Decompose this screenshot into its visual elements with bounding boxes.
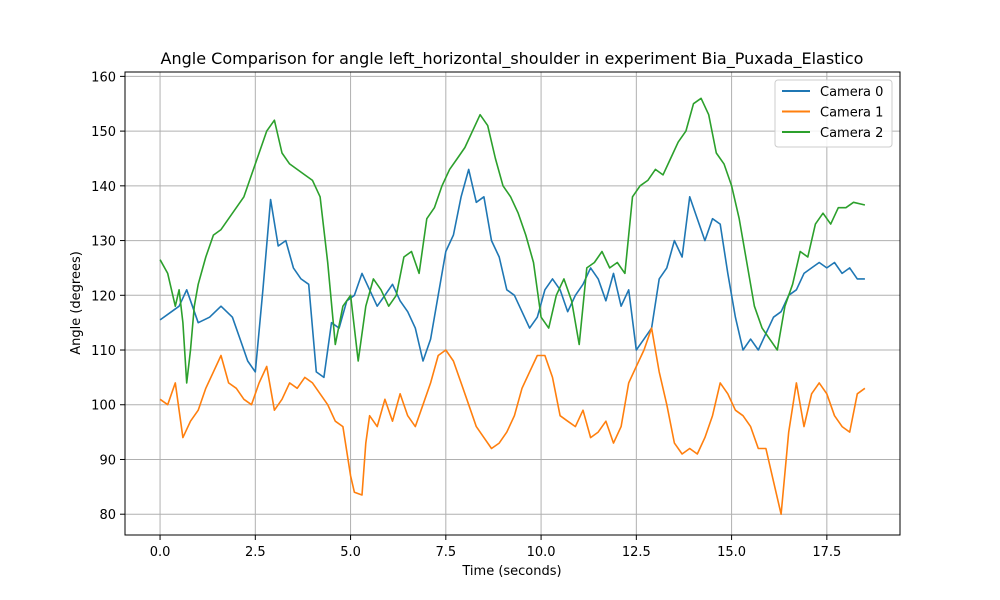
y-axis-label: Angle (degrees) [69, 251, 84, 355]
x-tick-label: 2.5 [245, 545, 266, 560]
series-line-camera-1 [159, 327, 866, 516]
legend-label: Camera 2 [820, 126, 883, 141]
series-line-camera-0 [159, 168, 865, 379]
y-tick-label: 100 [91, 399, 116, 414]
series-line-camera-2 [159, 97, 866, 384]
y-tick-label: 90 [99, 453, 116, 468]
x-tick-label: 17.5 [812, 545, 841, 560]
y-tick-label: 150 [91, 125, 116, 140]
legend-box [774, 79, 893, 148]
chart-title: Angle Comparison for angle left_horizont… [161, 49, 864, 69]
plot-frame [124, 71, 901, 536]
x-axis-label: Time (seconds) [461, 564, 561, 579]
gridlines [125, 72, 900, 535]
y-tick-label: 140 [91, 180, 116, 195]
y-axis-ticks: 80 90 100 110 120 130 140 150 160 [91, 70, 125, 523]
y-tick-label: 80 [99, 508, 116, 523]
y-tick-label: 120 [91, 289, 116, 304]
x-axis-ticks: 0.0 2.5 5.0 7.5 10.0 12.5 15.0 17.5 [150, 535, 841, 560]
y-tick-label: 160 [91, 70, 116, 85]
x-tick-label: 5.0 [340, 545, 361, 560]
x-tick-label: 12.5 [622, 545, 651, 560]
x-tick-label: 15.0 [717, 545, 746, 560]
x-tick-label: 10.0 [527, 545, 556, 560]
legend: Camera 0 Camera 1 Camera 2 [774, 79, 893, 148]
x-tick-label: 7.5 [435, 545, 456, 560]
legend-label: Camera 1 [820, 106, 883, 121]
x-tick-label: 0.0 [150, 545, 171, 560]
series-layer [159, 97, 866, 516]
legend-label: Camera 0 [820, 85, 883, 100]
y-tick-label: 130 [91, 235, 116, 250]
y-tick-label: 110 [91, 344, 116, 359]
